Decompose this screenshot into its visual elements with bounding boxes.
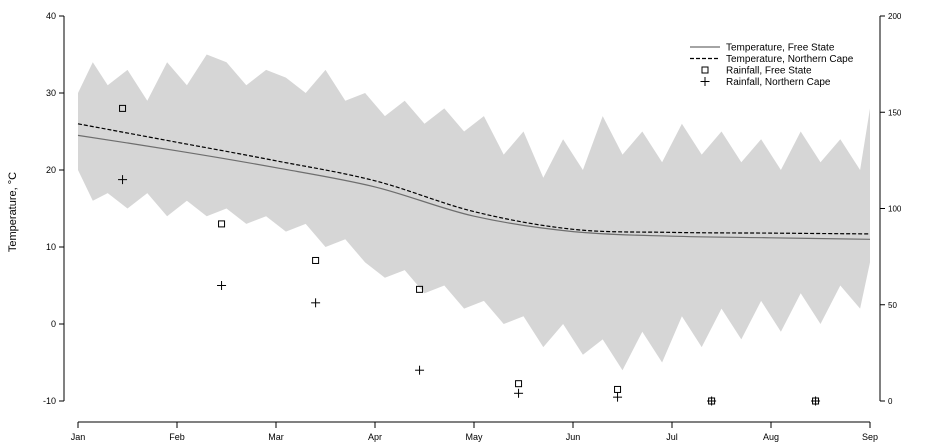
y-tick-label: -10 <box>43 396 56 406</box>
rainfall-northern-cape-point <box>707 396 717 406</box>
legend-item: Rainfall, Northern Cape <box>700 77 831 88</box>
x-tick-label: Apr <box>368 432 382 442</box>
x-tick-label: May <box>465 432 483 442</box>
temperature-range-band <box>78 54 870 371</box>
y-tick-label: 30 <box>46 88 56 98</box>
legend-item: Temperature, Northern Cape <box>690 54 854 65</box>
rainfall-free-state-point <box>416 285 424 293</box>
y-tick-label: 10 <box>46 242 56 252</box>
free-state-temperature-line <box>77 134 871 240</box>
rainfall-northern-cape-point <box>311 298 321 308</box>
legend-label: Rainfall, Northern Cape <box>726 77 831 88</box>
legend-item: Temperature, Free State <box>690 43 835 54</box>
y2-tick-label: 50 <box>888 301 897 310</box>
rainfall-northern-cape-point <box>514 388 524 398</box>
rainfall-northern-cape-point <box>415 365 425 375</box>
x-tick-label: Jun <box>566 432 581 442</box>
rainfall-free-state-point <box>218 220 226 228</box>
legend-label: Temperature, Northern Cape <box>726 54 854 65</box>
rainfall-northern-cape-point <box>217 281 227 290</box>
y-axis-title: Temperature, °C <box>7 172 19 252</box>
rainfall-markers <box>118 104 821 406</box>
x-tick-label: Aug <box>763 432 779 442</box>
x-tick-label: Jul <box>666 432 678 442</box>
legend-item: Rainfall, Free State <box>701 66 812 77</box>
legend-label: Rainfall, Free State <box>726 66 812 77</box>
series-layer <box>77 123 871 240</box>
legend-square-icon <box>701 66 709 74</box>
legend-label: Temperature, Free State <box>726 43 835 54</box>
y-tick-label: 20 <box>46 165 56 175</box>
y2-tick-label: 200 <box>888 12 902 21</box>
y2-tick-label: 150 <box>888 108 902 117</box>
rainfall-northern-cape-point <box>118 175 128 185</box>
temperature-band-area <box>78 54 870 371</box>
y2-tick-label: 100 <box>888 205 902 214</box>
rainfall-free-state-point <box>312 256 320 264</box>
northern-cape-temperature-line <box>77 123 871 235</box>
rainfall-free-state-point <box>515 380 523 388</box>
x-tick-label: Jan <box>71 432 86 442</box>
rainfall-northern-cape-point <box>613 392 623 402</box>
legend-plus-icon <box>700 77 710 86</box>
y2-tick-label: 0 <box>888 397 893 406</box>
x-tick-label: Sep <box>862 432 878 442</box>
x-tick-label: Feb <box>169 432 185 442</box>
axes: Jan Feb Mar Apr May Jun Jul Aug Sep -10 0 10 20 30 40 0… <box>43 11 902 442</box>
y-tick-label: 40 <box>46 11 56 21</box>
rainfall-northern-cape-point <box>811 396 821 406</box>
y-tick-label: 0 <box>51 319 56 329</box>
rainfall-free-state-point <box>614 385 622 393</box>
x-tick-label: Mar <box>268 432 284 442</box>
rainfall-free-state-point <box>119 104 127 112</box>
